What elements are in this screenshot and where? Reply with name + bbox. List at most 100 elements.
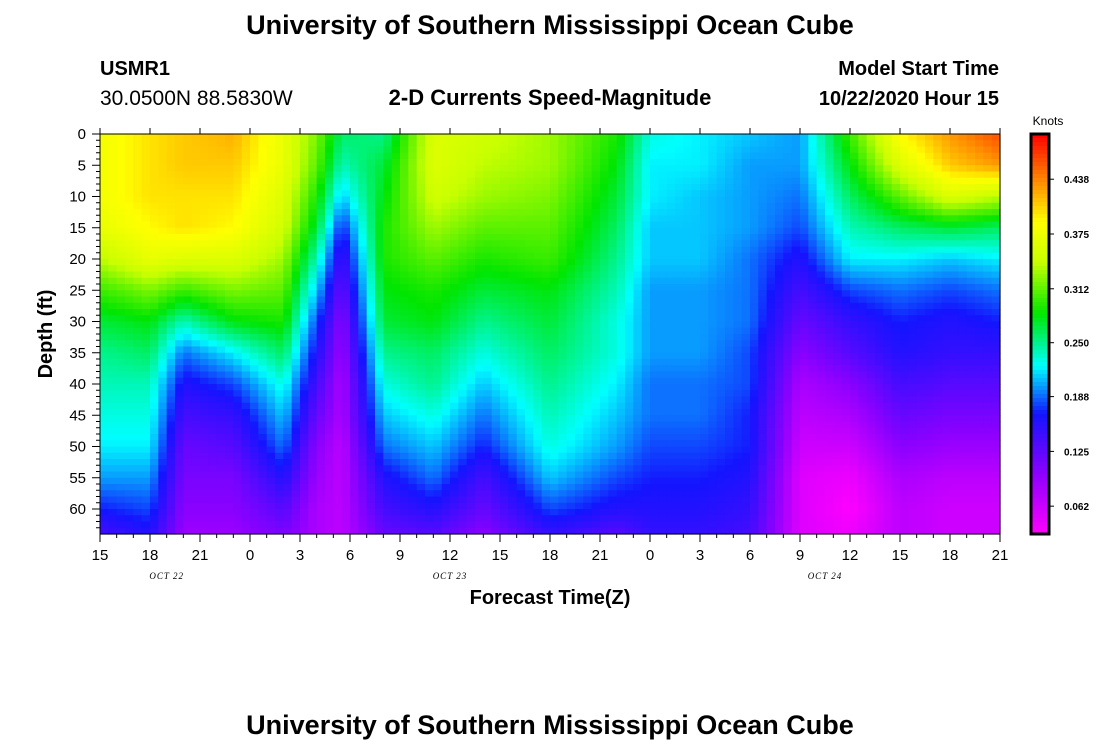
heatmap-cell: [608, 321, 618, 329]
heatmap-cell: [241, 246, 251, 254]
heatmap-cell: [175, 365, 184, 373]
heatmap-cell: [425, 296, 434, 304]
heatmap-cell: [433, 271, 443, 279]
heatmap-cell: [366, 146, 376, 154]
heatmap-cell: [125, 459, 134, 466]
heatmap-cell: [725, 515, 734, 523]
heatmap-cell: [408, 509, 418, 516]
heatmap-cell: [475, 440, 484, 448]
heatmap-cell: [366, 409, 376, 416]
heatmap-cell: [600, 346, 609, 354]
heatmap-cell: [225, 265, 234, 273]
heatmap-cell: [700, 315, 709, 323]
heatmap-cell: [258, 421, 268, 429]
heatmap-cell: [100, 240, 109, 248]
heatmap-cell: [141, 359, 151, 366]
heatmap-cell: [116, 340, 126, 348]
heatmap-cell: [258, 246, 268, 254]
heatmap-cell: [350, 359, 359, 366]
heatmap-cell: [566, 484, 576, 491]
heatmap-cell: [175, 259, 184, 266]
heatmap-cell: [550, 427, 559, 435]
heatmap-cell: [391, 427, 401, 435]
heatmap-cell: [475, 134, 484, 141]
heatmap-cell: [491, 152, 501, 160]
heatmap-cell: [133, 490, 143, 498]
heatmap-cell: [583, 140, 593, 148]
heatmap-cell: [466, 446, 476, 454]
heatmap-cell: [683, 421, 693, 429]
heatmap-cell: [591, 340, 601, 348]
heatmap-cell: [641, 527, 651, 535]
heatmap-cell: [725, 421, 734, 429]
heatmap-cell: [525, 496, 534, 504]
heatmap-cell: [550, 202, 559, 210]
heatmap-cell: [500, 134, 509, 141]
heatmap-cell: [691, 271, 701, 279]
heatmap-cell: [508, 384, 518, 391]
heatmap-cell: [358, 315, 368, 323]
heatmap-cell: [341, 465, 351, 473]
heatmap-cell: [525, 421, 534, 429]
heatmap-cell: [608, 452, 618, 460]
heatmap-cell: [550, 359, 559, 366]
heatmap-cell: [616, 302, 626, 310]
heatmap-cell: [608, 434, 618, 441]
heatmap-cell: [208, 302, 218, 310]
heatmap-cell: [733, 246, 743, 254]
heatmap-cell: [166, 234, 176, 241]
heatmap-cell: [241, 259, 251, 266]
heatmap-cell: [200, 296, 209, 304]
heatmap-cell: [475, 171, 484, 179]
heatmap-cell: [475, 427, 484, 435]
heatmap-cell: [683, 365, 693, 373]
heatmap-cell: [575, 134, 584, 141]
heatmap-cell: [541, 515, 551, 523]
heatmap-cell: [666, 277, 676, 285]
heatmap-cell: [725, 234, 734, 241]
heatmap-cell: [508, 284, 518, 291]
heatmap-cell: [500, 171, 509, 179]
heatmap-cell: [666, 259, 676, 266]
heatmap-cell: [600, 246, 609, 254]
heatmap-cell: [208, 165, 218, 173]
heatmap-cell: [141, 321, 151, 329]
heatmap-cell: [625, 271, 634, 279]
heatmap-cell: [375, 452, 384, 460]
heatmap-cell: [425, 146, 434, 154]
heatmap-cell: [691, 140, 701, 148]
heatmap-cell: [358, 221, 368, 229]
heatmap-cell: [516, 284, 526, 291]
heatmap-cell: [108, 277, 118, 285]
heatmap-cell: [500, 515, 509, 523]
heatmap-cell: [333, 171, 343, 179]
heatmap-cell: [633, 484, 643, 491]
heatmap-cell: [275, 196, 284, 204]
heatmap-cell: [258, 215, 268, 223]
heatmap-cell: [525, 346, 534, 354]
heatmap-cell: [700, 465, 709, 473]
heatmap-cell: [625, 190, 634, 198]
heatmap-cell: [541, 352, 551, 360]
heatmap-cell: [308, 396, 318, 404]
heatmap-cell: [341, 440, 351, 448]
heatmap-cell: [358, 415, 368, 423]
heatmap-cell: [225, 527, 234, 535]
heatmap-cell: [441, 496, 451, 504]
heatmap-cell: [550, 490, 559, 498]
heatmap-cell: [375, 490, 384, 498]
heatmap-cell: [616, 159, 626, 166]
heatmap-cell: [416, 415, 426, 423]
heatmap-cell: [233, 265, 243, 273]
heatmap-cell: [691, 246, 701, 254]
heatmap-cell: [483, 215, 493, 223]
heatmap-cell: [266, 171, 276, 179]
heatmap-cell: [275, 240, 284, 248]
heatmap-cell: [691, 452, 701, 460]
heatmap-cell: [683, 434, 693, 441]
heatmap-cell: [741, 177, 751, 185]
heatmap-cell: [308, 484, 318, 491]
heatmap-cell: [366, 159, 376, 166]
heatmap-cell: [358, 190, 368, 198]
heatmap-cell: [716, 265, 726, 273]
